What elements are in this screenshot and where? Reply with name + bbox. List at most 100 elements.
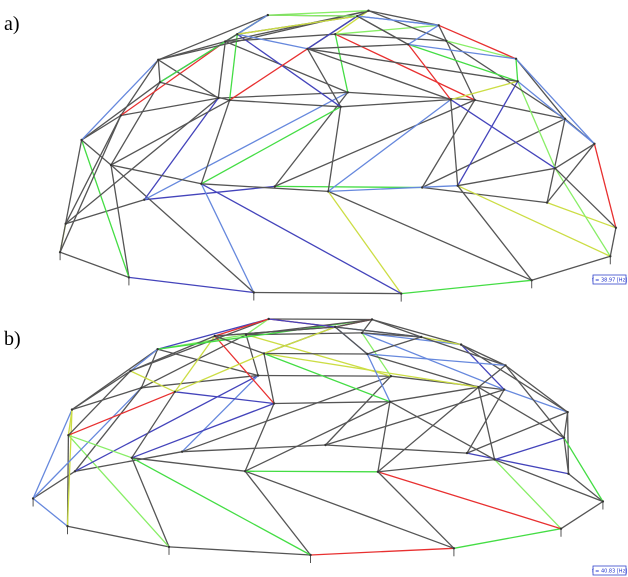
member xyxy=(201,184,328,192)
member xyxy=(564,438,603,502)
node xyxy=(377,471,379,473)
node xyxy=(181,451,183,453)
node xyxy=(347,91,349,93)
node xyxy=(515,58,517,60)
member xyxy=(378,387,479,472)
member xyxy=(201,184,401,294)
member xyxy=(451,100,556,169)
member xyxy=(610,228,616,256)
member xyxy=(269,319,372,320)
node xyxy=(390,375,392,377)
member xyxy=(169,547,311,555)
panel-label: a) xyxy=(4,13,20,35)
member xyxy=(68,392,174,435)
page: a) b) f = 38.97 [Hz] f = 40.83 [Hz] (() … xyxy=(0,0,628,577)
member xyxy=(495,438,564,460)
member xyxy=(201,107,340,184)
member xyxy=(245,402,390,472)
figure: a) b) f = 38.97 [Hz] f = 40.83 [Hz] xyxy=(0,0,628,577)
member xyxy=(516,59,518,82)
node xyxy=(564,118,566,120)
node xyxy=(67,434,69,436)
member xyxy=(254,293,401,294)
node xyxy=(174,391,176,393)
member xyxy=(60,140,82,252)
member xyxy=(506,365,565,437)
node xyxy=(474,99,476,101)
node xyxy=(120,114,122,116)
node xyxy=(615,227,617,229)
member xyxy=(132,458,245,471)
node xyxy=(156,348,158,350)
node xyxy=(140,387,142,389)
member xyxy=(594,144,616,228)
node xyxy=(74,470,76,472)
node xyxy=(65,223,67,225)
node xyxy=(460,343,462,345)
member xyxy=(328,100,451,192)
node xyxy=(554,167,556,169)
node xyxy=(493,458,495,460)
node xyxy=(159,81,161,83)
node xyxy=(200,183,202,185)
member xyxy=(245,404,274,472)
member xyxy=(182,376,391,452)
member xyxy=(68,435,169,547)
member xyxy=(341,100,451,107)
member xyxy=(245,471,378,472)
node xyxy=(80,139,82,141)
node xyxy=(593,143,595,145)
node xyxy=(327,190,329,192)
member xyxy=(158,60,160,82)
node xyxy=(421,186,423,188)
member xyxy=(225,42,347,93)
node xyxy=(263,352,265,354)
member xyxy=(264,354,274,404)
node xyxy=(334,326,336,328)
member xyxy=(68,371,130,435)
node xyxy=(143,199,145,201)
node xyxy=(407,43,409,45)
node xyxy=(66,525,68,527)
node xyxy=(466,452,468,454)
node xyxy=(214,335,216,337)
member xyxy=(451,81,518,99)
node xyxy=(531,279,533,281)
member xyxy=(547,203,616,228)
member xyxy=(275,100,475,186)
member xyxy=(564,412,568,438)
member xyxy=(367,337,421,354)
node xyxy=(445,40,447,42)
node xyxy=(267,14,269,16)
member xyxy=(274,402,390,404)
member xyxy=(308,49,451,100)
node xyxy=(477,386,479,388)
node xyxy=(371,318,373,320)
member xyxy=(268,15,358,16)
member xyxy=(569,474,603,502)
member xyxy=(326,445,468,453)
member xyxy=(478,365,505,387)
node xyxy=(361,332,363,334)
member xyxy=(264,354,478,388)
node xyxy=(236,33,238,35)
node xyxy=(340,106,342,108)
node xyxy=(438,24,440,26)
member xyxy=(555,168,616,228)
member xyxy=(131,319,269,371)
node xyxy=(389,401,391,403)
member xyxy=(158,60,218,98)
node xyxy=(129,370,131,372)
node xyxy=(131,457,133,459)
node xyxy=(453,547,455,549)
node xyxy=(420,336,422,338)
node xyxy=(71,408,73,410)
node xyxy=(253,291,255,293)
node xyxy=(268,318,270,320)
node xyxy=(609,255,611,257)
member xyxy=(401,280,532,293)
member xyxy=(111,165,129,277)
panel-label: b) xyxy=(4,328,21,350)
member xyxy=(218,42,225,99)
node xyxy=(602,500,604,502)
